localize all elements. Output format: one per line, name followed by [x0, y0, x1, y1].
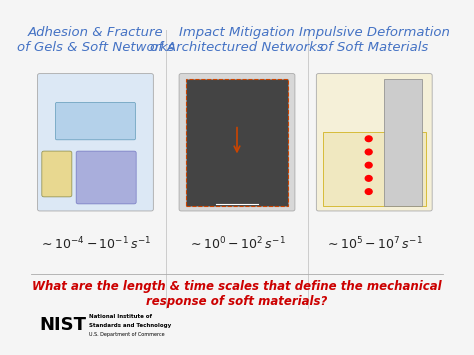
Text: $\sim 10^{5} - 10^{7}\, s^{-1}$: $\sim 10^{5} - 10^{7}\, s^{-1}$: [325, 236, 423, 253]
FancyBboxPatch shape: [37, 73, 154, 211]
Text: NIST: NIST: [40, 316, 87, 334]
Circle shape: [365, 176, 372, 181]
Text: $\sim 10^{-4} - 10^{-1}\, s^{-1}$: $\sim 10^{-4} - 10^{-1}\, s^{-1}$: [39, 236, 152, 253]
Circle shape: [365, 162, 372, 168]
FancyBboxPatch shape: [76, 151, 136, 204]
Circle shape: [365, 149, 372, 155]
Text: National Institute of: National Institute of: [89, 314, 152, 319]
FancyBboxPatch shape: [179, 73, 295, 211]
Bar: [384, 79, 422, 206]
Text: U.S. Department of Commerce: U.S. Department of Commerce: [89, 332, 164, 337]
Text: Impulsive Deformation
of Soft Materials: Impulsive Deformation of Soft Materials: [299, 26, 450, 54]
Bar: [323, 132, 426, 206]
Text: Impact Mitigation
of Architectured Networks: Impact Mitigation of Architectured Netwo…: [150, 26, 324, 54]
FancyBboxPatch shape: [316, 73, 432, 211]
Circle shape: [365, 189, 372, 195]
FancyBboxPatch shape: [42, 151, 72, 197]
Text: Adhesion & Fracture
of Gels & Soft Networks: Adhesion & Fracture of Gels & Soft Netwo…: [17, 26, 174, 54]
Text: What are the length & time scales that define the mechanical response of soft ma: What are the length & time scales that d…: [32, 280, 442, 308]
Text: Standards and Technology: Standards and Technology: [89, 323, 171, 328]
Circle shape: [365, 136, 372, 142]
Bar: [185, 79, 289, 206]
Text: $\sim 10^{0} - 10^{2}\, s^{-1}$: $\sim 10^{0} - 10^{2}\, s^{-1}$: [188, 236, 286, 253]
FancyBboxPatch shape: [55, 103, 136, 140]
